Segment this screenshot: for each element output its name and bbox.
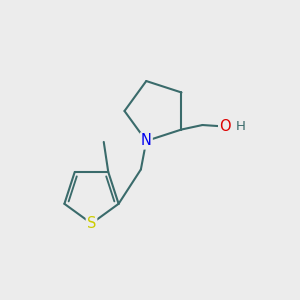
Text: N: N — [141, 134, 152, 148]
Text: O: O — [219, 119, 231, 134]
Text: H: H — [236, 120, 245, 133]
Text: S: S — [87, 216, 96, 231]
